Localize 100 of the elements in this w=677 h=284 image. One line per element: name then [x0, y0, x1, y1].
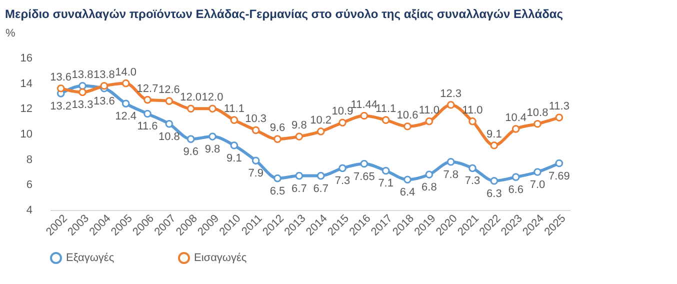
- y-tick-label: 8: [26, 154, 32, 166]
- point: [425, 117, 434, 126]
- data-label: 6.5: [270, 185, 286, 198]
- data-label: 6.4: [400, 186, 416, 199]
- point: [252, 156, 260, 165]
- data-label: 11.0: [418, 104, 440, 116]
- y-tick-label: 10: [20, 128, 32, 140]
- data-label: 7.9: [248, 168, 264, 180]
- data-label: 7.65: [353, 170, 375, 183]
- point: [295, 172, 304, 180]
- data-label: 13.8: [93, 68, 115, 81]
- data-label: 7.3: [464, 175, 480, 188]
- point: [404, 176, 412, 184]
- point: [534, 168, 542, 176]
- data-label: 10.6: [396, 109, 418, 122]
- point: [338, 164, 346, 172]
- point: [490, 141, 498, 150]
- point: [316, 172, 325, 180]
- point: [230, 141, 238, 150]
- data-label: 6.7: [292, 182, 307, 195]
- data-label: 12.4: [115, 110, 137, 123]
- point: [230, 116, 238, 124]
- data-label: 7.1: [378, 178, 394, 190]
- point: [78, 88, 86, 96]
- point: [252, 126, 260, 134]
- point: [144, 110, 152, 118]
- data-label: 12.0: [180, 92, 202, 104]
- data-label: 9.6: [270, 122, 286, 134]
- data-label: 7.0: [530, 179, 546, 191]
- point: [490, 176, 498, 185]
- point: [555, 114, 564, 122]
- data-label: 6.8: [422, 182, 437, 194]
- point: [360, 160, 368, 168]
- point: [78, 82, 86, 90]
- y-tick-label: 6: [26, 179, 32, 192]
- point: [100, 82, 108, 90]
- y-tick-label: 14: [20, 78, 32, 90]
- data-label: 12.0: [202, 92, 224, 104]
- data-label: 6.3: [486, 188, 502, 200]
- y-tick-label: 16: [20, 52, 32, 64]
- data-label: 11.0: [462, 104, 483, 116]
- point: [274, 174, 282, 182]
- point: [338, 118, 346, 127]
- data-label: 6.6: [508, 184, 524, 196]
- data-label: 12.7: [136, 82, 158, 95]
- point: [144, 96, 152, 104]
- y-tick-label: 12: [20, 103, 32, 116]
- point: [446, 100, 455, 109]
- point: [468, 117, 476, 126]
- data-label: 11.1: [224, 103, 244, 116]
- data-label: 7.8: [443, 168, 458, 181]
- legend-label: Εισαγωγές: [194, 252, 247, 264]
- point: [555, 159, 564, 168]
- point: [425, 170, 434, 178]
- point: [360, 112, 368, 120]
- data-label: 7.69: [548, 170, 570, 182]
- data-label: 9.8: [204, 144, 220, 156]
- point: [382, 166, 390, 175]
- data-label: 10.2: [310, 114, 332, 126]
- point: [274, 135, 282, 143]
- data-label: 13.8: [72, 68, 94, 81]
- data-label: 12.6: [158, 84, 180, 96]
- point: [404, 122, 412, 130]
- data-label: 11.6: [137, 120, 158, 133]
- point: [165, 120, 174, 128]
- y-tick-label: 4: [26, 204, 32, 216]
- point: [186, 104, 195, 113]
- data-label: 10.8: [526, 106, 548, 119]
- legend-label: Εξαγωγές: [66, 252, 114, 264]
- point: [382, 116, 390, 124]
- point: [512, 125, 520, 133]
- data-label: 10.4: [505, 112, 527, 124]
- data-label: 14.0: [115, 66, 137, 78]
- data-label: 10.9: [332, 106, 354, 118]
- data-label: 13.3: [72, 99, 94, 112]
- data-label: 7.3: [334, 175, 350, 188]
- data-label: 13.2: [50, 100, 72, 112]
- point: [122, 79, 130, 88]
- data-label: 13.6: [93, 95, 115, 108]
- data-label: 9.1: [486, 128, 502, 140]
- point: [534, 120, 542, 128]
- data-label: 10.8: [158, 130, 180, 143]
- point: [295, 132, 304, 140]
- point: [208, 104, 216, 113]
- point: [186, 135, 195, 143]
- y-axis-title: %: [6, 28, 16, 40]
- data-label: 12.3: [440, 88, 462, 100]
- data-label: 9.1: [226, 152, 242, 164]
- chart-title: Μερίδιο συναλλαγών προϊόντων Ελλάδας-Γερμανίας στο σύνολο της αξίας συναλλαγών Ελλάδας: [5, 7, 563, 21]
- data-label: 6.7: [313, 182, 328, 195]
- data-label: 9.6: [183, 146, 198, 158]
- data-label: 11.3: [548, 100, 570, 113]
- point: [165, 97, 174, 105]
- point: [316, 128, 325, 136]
- data-label: 9.8: [292, 120, 307, 132]
- point: [208, 132, 216, 140]
- data-label: 10.3: [245, 113, 267, 126]
- point: [56, 84, 65, 92]
- point: [512, 173, 520, 181]
- data-label: 13.6: [50, 71, 72, 84]
